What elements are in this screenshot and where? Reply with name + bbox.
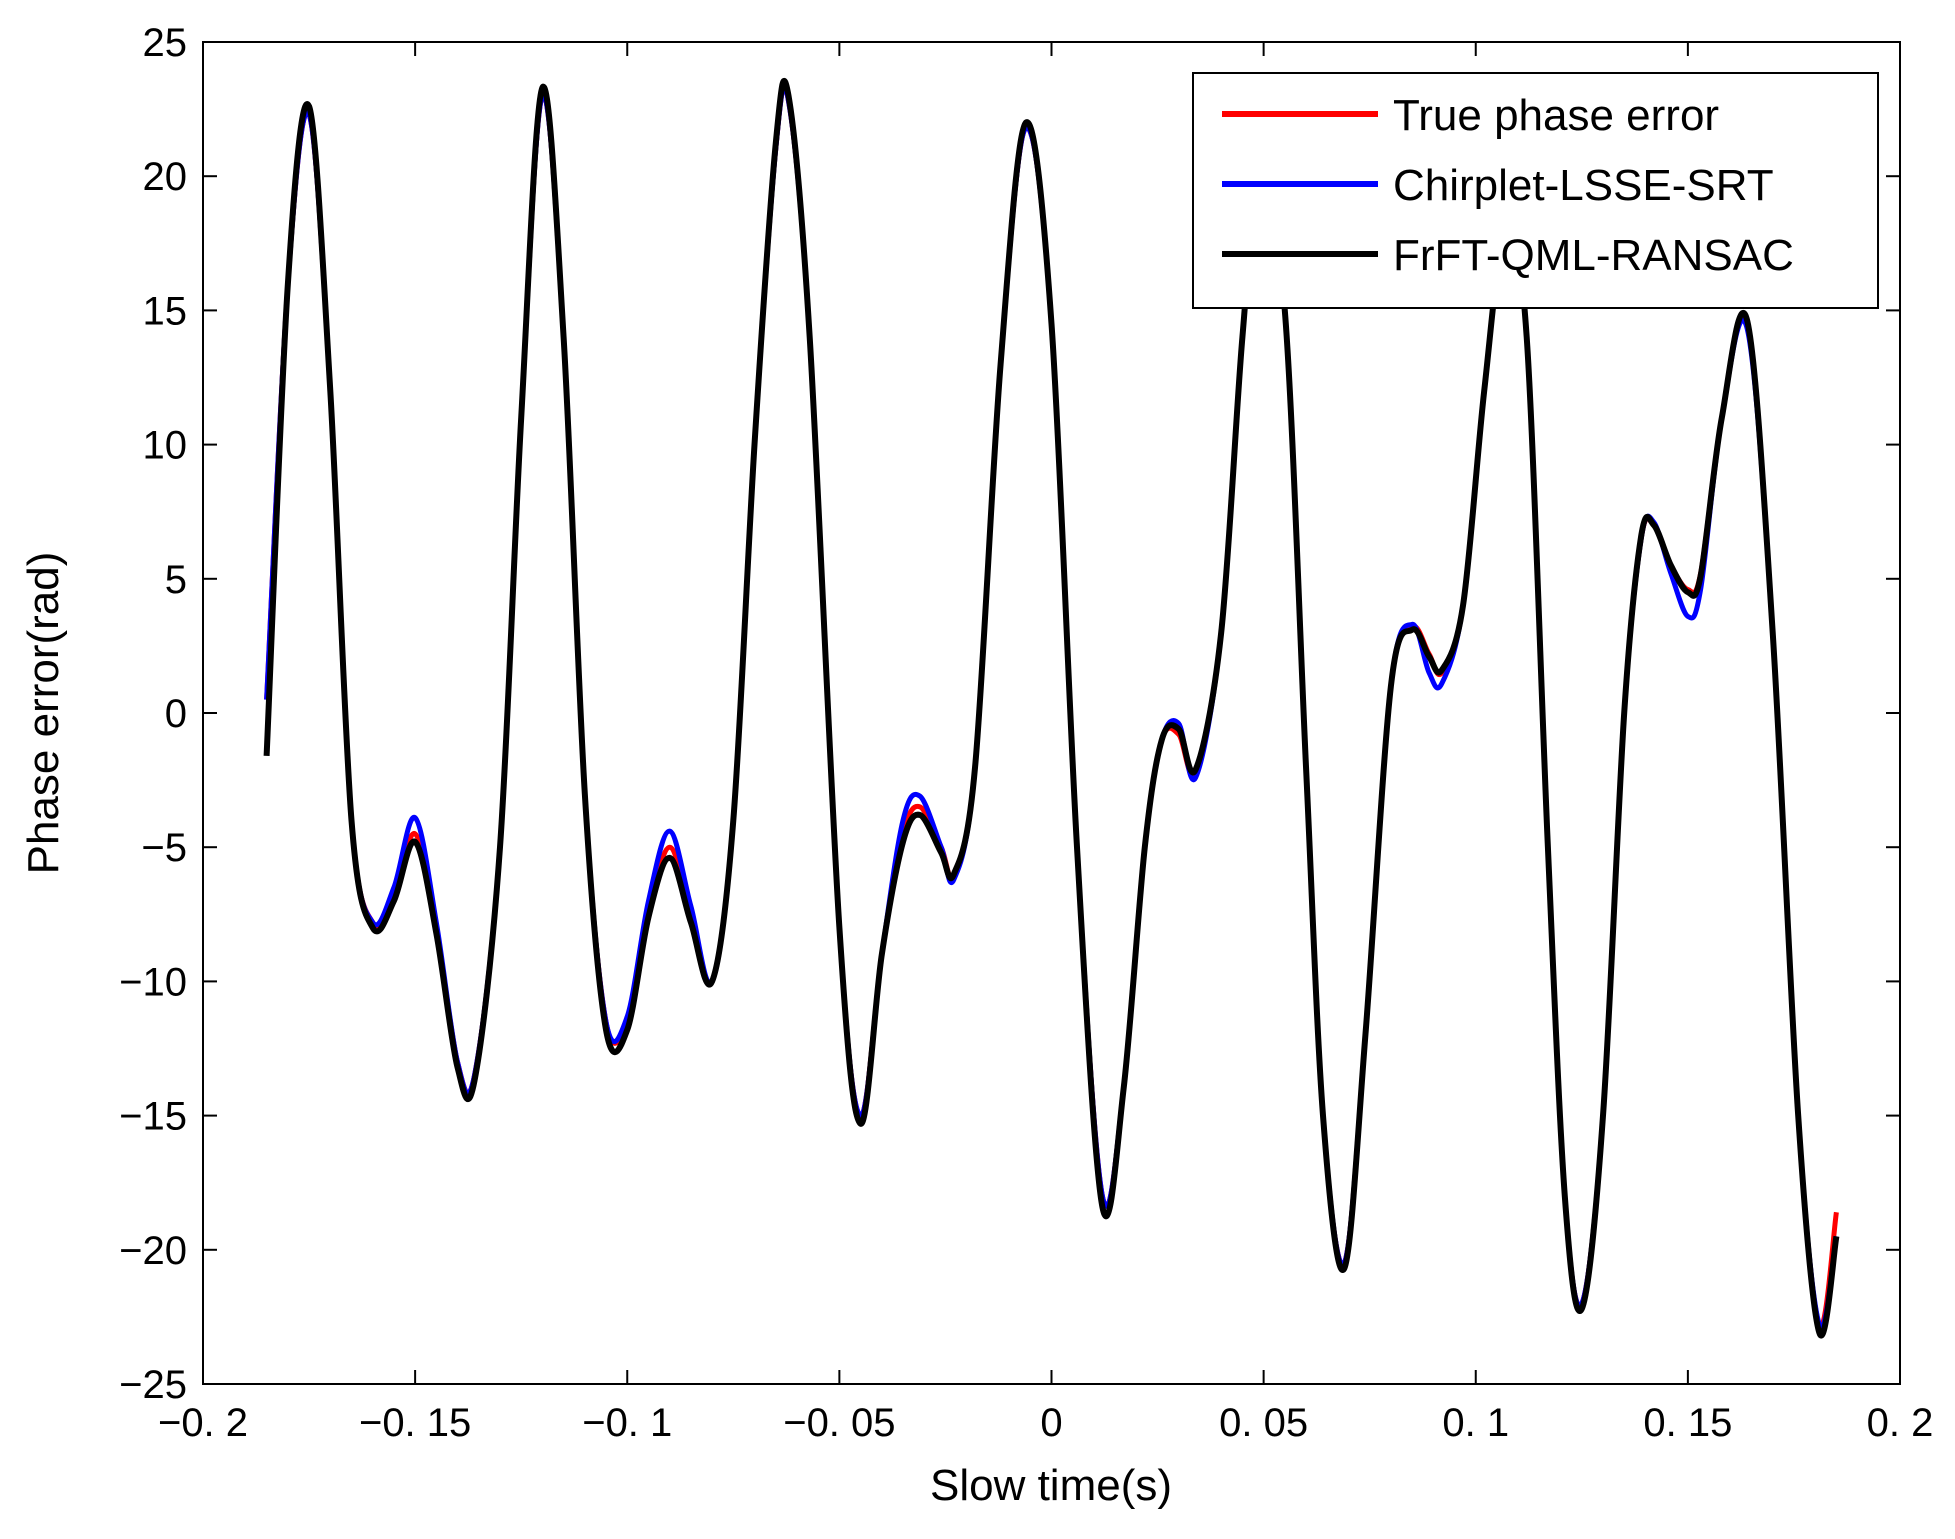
x-axis-ticks: −0. 2 −0. 15 −0. 1 −0. 05 0 0. 05 0. 1 0. 15 0. …: [158, 42, 1933, 1445]
y-tick-label: 25: [143, 21, 188, 65]
legend-label-chirplet-lsse-srt: Chirplet-LSSE-SRT: [1393, 161, 1774, 210]
y-tick-label: −5: [141, 826, 187, 870]
x-tick-label: −0. 2: [158, 1401, 248, 1445]
x-tick-label: 0. 05: [1219, 1401, 1308, 1445]
y-tick-label: −20: [119, 1229, 187, 1273]
x-tick-label: 0: [1040, 1401, 1062, 1445]
series-line-frft-qml-ransac: [263, 78, 1840, 1339]
y-tick-label: 5: [165, 558, 187, 602]
y-tick-label: 15: [143, 289, 188, 333]
y-tick-label: 0: [165, 692, 187, 736]
x-tick-label: 0. 15: [1643, 1401, 1732, 1445]
x-tick-label: −0. 05: [783, 1401, 895, 1445]
x-tick-label: 0. 1: [1442, 1401, 1509, 1445]
legend-label-true-phase-error: True phase error: [1393, 91, 1719, 140]
legend: True phase error Chirplet-LSSE-SRT FrFT-QM…: [1192, 72, 1879, 309]
y-tick-label: 20: [143, 155, 188, 199]
x-axis-title: Slow time(s): [930, 1461, 1172, 1510]
series-layer: [263, 78, 1840, 1339]
x-tick-label: 0. 2: [1867, 1401, 1934, 1445]
y-tick-label: 10: [143, 424, 188, 468]
x-tick-label: −0. 15: [359, 1401, 471, 1445]
y-tick-label: −15: [119, 1095, 187, 1139]
y-axis-ticks: −25 −20 −15 −10 −5 0 5 10 15 20 25: [119, 21, 1900, 1407]
y-tick-label: −10: [119, 960, 187, 1004]
legend-label-frft-qml-ransac: FrFT-QML-RANSAC: [1393, 231, 1794, 280]
x-tick-label: −0. 1: [582, 1401, 672, 1445]
y-tick-label: −25: [119, 1363, 187, 1407]
y-axis-title: Phase error(rad): [19, 552, 68, 875]
